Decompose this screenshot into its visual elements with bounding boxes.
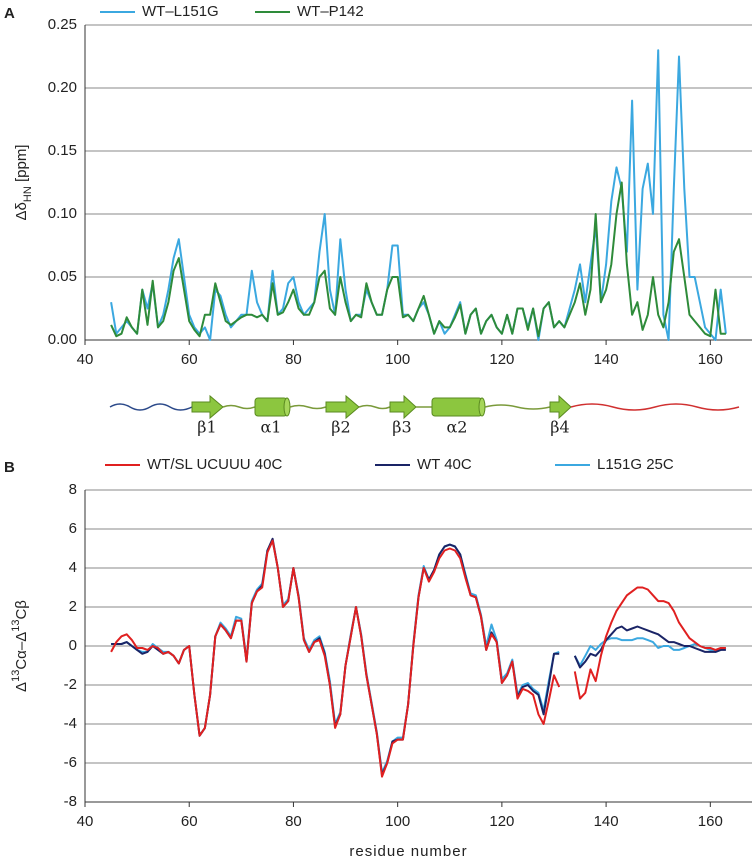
- coil: [358, 404, 391, 410]
- coil: [109, 403, 193, 411]
- x-tick-label: 80: [285, 813, 302, 830]
- x-axis-label: residue number: [349, 843, 467, 860]
- x-tick-label: 160: [698, 813, 723, 830]
- secondary-structure: β1 α1 β2 β3 α2 β4: [109, 394, 740, 437]
- x-tick-label: 120: [489, 351, 514, 368]
- y-tick-label: 0: [69, 637, 77, 654]
- ss-label: β2: [331, 418, 350, 437]
- coil: [570, 403, 740, 411]
- series-line: [110, 181, 726, 338]
- y-label-part: Cα–Δ: [13, 632, 30, 670]
- legend-label: WT/SL UCUUU 40C: [147, 456, 282, 473]
- y-tick-label: -8: [64, 793, 77, 810]
- x-tick-label: 40: [77, 813, 94, 830]
- y-tick-label: 4: [69, 559, 77, 576]
- y-tick-label: 8: [69, 481, 77, 498]
- x-tick-label: 140: [594, 351, 619, 368]
- coil: [222, 404, 256, 410]
- ss-label: β3: [392, 418, 411, 437]
- y-tick-label: -2: [64, 676, 77, 693]
- ss-label: α2: [447, 418, 468, 437]
- y-label-part: Δ: [13, 682, 30, 692]
- series-line: [110, 539, 726, 778]
- y-tick-label: 6: [69, 520, 77, 537]
- legend-label: WT–L151G: [142, 3, 219, 20]
- x-tick-label: 100: [385, 813, 410, 830]
- y-tick-label: 2: [69, 598, 77, 615]
- ss-label: β1: [197, 418, 216, 437]
- y-label-part: Δδ: [13, 202, 30, 220]
- x-tick-label: 60: [181, 351, 198, 368]
- y-label-part: HN: [22, 186, 34, 202]
- y-tick-label: 0.10: [48, 205, 77, 222]
- strand: [549, 394, 572, 420]
- x-tick-label: 120: [489, 813, 514, 830]
- strand: [389, 394, 417, 420]
- legend-label: WT 40C: [417, 456, 472, 473]
- series-line: [110, 49, 727, 341]
- y-label-part: 13: [10, 620, 22, 632]
- y-axis-label: ΔδHN [ppm]: [13, 145, 34, 221]
- y-tick-label: 0.05: [48, 268, 77, 285]
- panel-label: A: [4, 5, 15, 22]
- ss-label: β4: [550, 418, 569, 437]
- coil: [484, 404, 551, 410]
- x-tick-label: 40: [77, 351, 94, 368]
- coil: [289, 404, 327, 410]
- helix: [254, 397, 288, 417]
- x-tick-label: 60: [181, 813, 198, 830]
- x-tick-label: 140: [594, 813, 619, 830]
- y-tick-label: 0.25: [48, 16, 77, 33]
- y-tick-label: 0.15: [48, 142, 77, 159]
- y-tick-label: -4: [64, 715, 77, 732]
- y-label-part: [ppm]: [13, 145, 30, 187]
- ss-label: α1: [261, 418, 282, 437]
- legend-label: WT–P142: [297, 3, 364, 20]
- series-line: [111, 537, 726, 776]
- y-tick-label: 0.00: [48, 331, 77, 348]
- helix-end: [478, 397, 486, 417]
- helix: [431, 397, 483, 417]
- y-axis-label: Δ13Cα–Δ13Cβ: [10, 600, 30, 692]
- strand: [325, 394, 360, 420]
- series-line: [111, 539, 727, 774]
- panel-label: B: [4, 459, 15, 476]
- legend-label: L151G 25C: [597, 456, 674, 473]
- strand: [191, 394, 224, 420]
- y-label-part: 13: [10, 670, 22, 682]
- x-tick-label: 80: [285, 351, 302, 368]
- x-tick-label: 100: [385, 351, 410, 368]
- x-tick-label: 160: [698, 351, 723, 368]
- helix-end: [283, 397, 291, 417]
- y-tick-label: 0.20: [48, 79, 77, 96]
- y-label-part: Cβ: [13, 600, 30, 620]
- y-tick-label: -6: [64, 754, 77, 771]
